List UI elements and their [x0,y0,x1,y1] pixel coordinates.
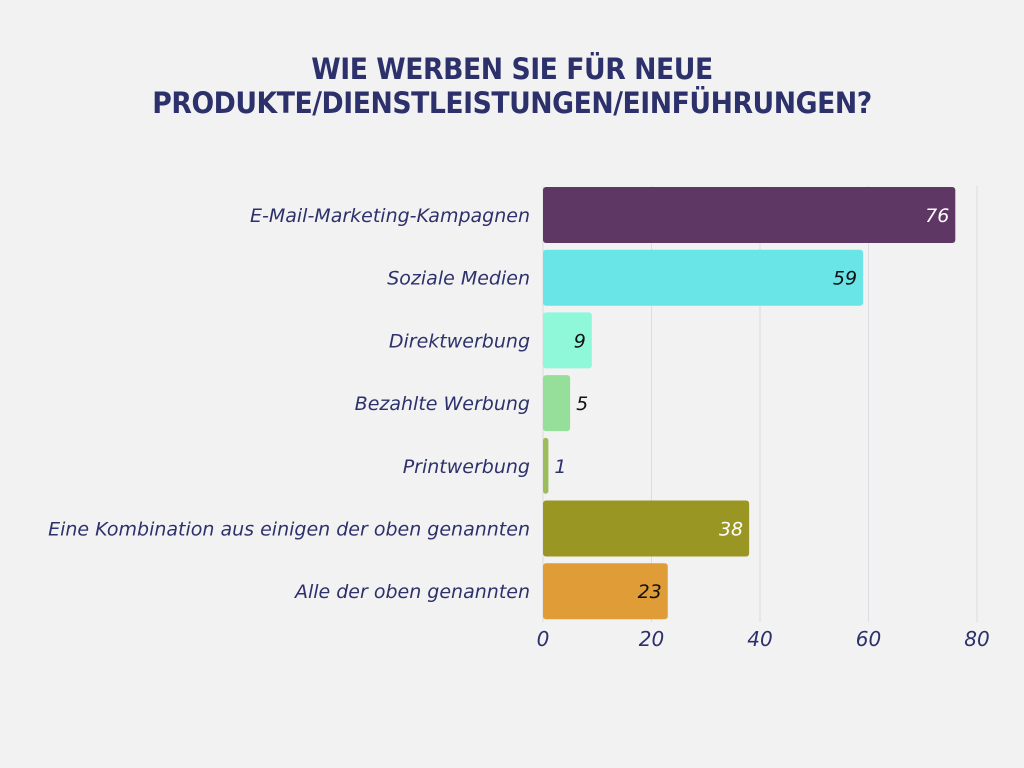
bar [543,563,668,620]
value-labels: 76 59 9 5 1 38 23 [554,205,949,603]
category-label: Printwerbung [403,456,530,478]
category-label: Alle der oben genannten [293,581,530,603]
x-tick-label: 40 [747,627,772,651]
bar [543,249,864,306]
bar [543,187,956,243]
value-label: 76 [925,205,949,227]
value-label: 23 [638,581,662,603]
value-label: 38 [719,519,743,541]
category-label: Direktwerbung [389,330,530,352]
bar [543,437,549,494]
value-label: 9 [574,330,586,352]
chart-title-line-2: PRODUKTE/DIENSTLEISTUNGEN/EINFÜHRUNGEN? [152,86,872,120]
category-label: Bezahlte Werbung [355,393,530,415]
category-label: E-Mail-Marketing-Kampagnen [250,205,530,227]
x-tick-label: 80 [964,627,989,651]
x-tick-label: 0 [537,627,550,651]
bars [543,187,956,620]
category-labels: E-Mail-Marketing-Kampagnen Soziale Medien… [48,205,530,603]
x-tick-label: 20 [639,627,664,651]
category-label: Soziale Medien [387,268,530,290]
value-label: 5 [576,393,588,415]
chart-title-line-1: WIE WERBEN SIE FÜR NEUE [311,52,713,86]
value-label: 59 [833,268,857,290]
bar [543,500,750,557]
x-axis-ticks: 0 20 40 60 80 [537,627,990,651]
category-label: Eine Kombination aus einigen der oben ge… [48,519,530,541]
value-label: 1 [554,456,566,478]
bar [543,312,592,369]
chart-title: WIE WERBEN SIE FÜR NEUE PRODUKTE/DIENSTL… [41,52,983,120]
x-tick-label: 60 [856,627,881,651]
bar [543,375,571,432]
